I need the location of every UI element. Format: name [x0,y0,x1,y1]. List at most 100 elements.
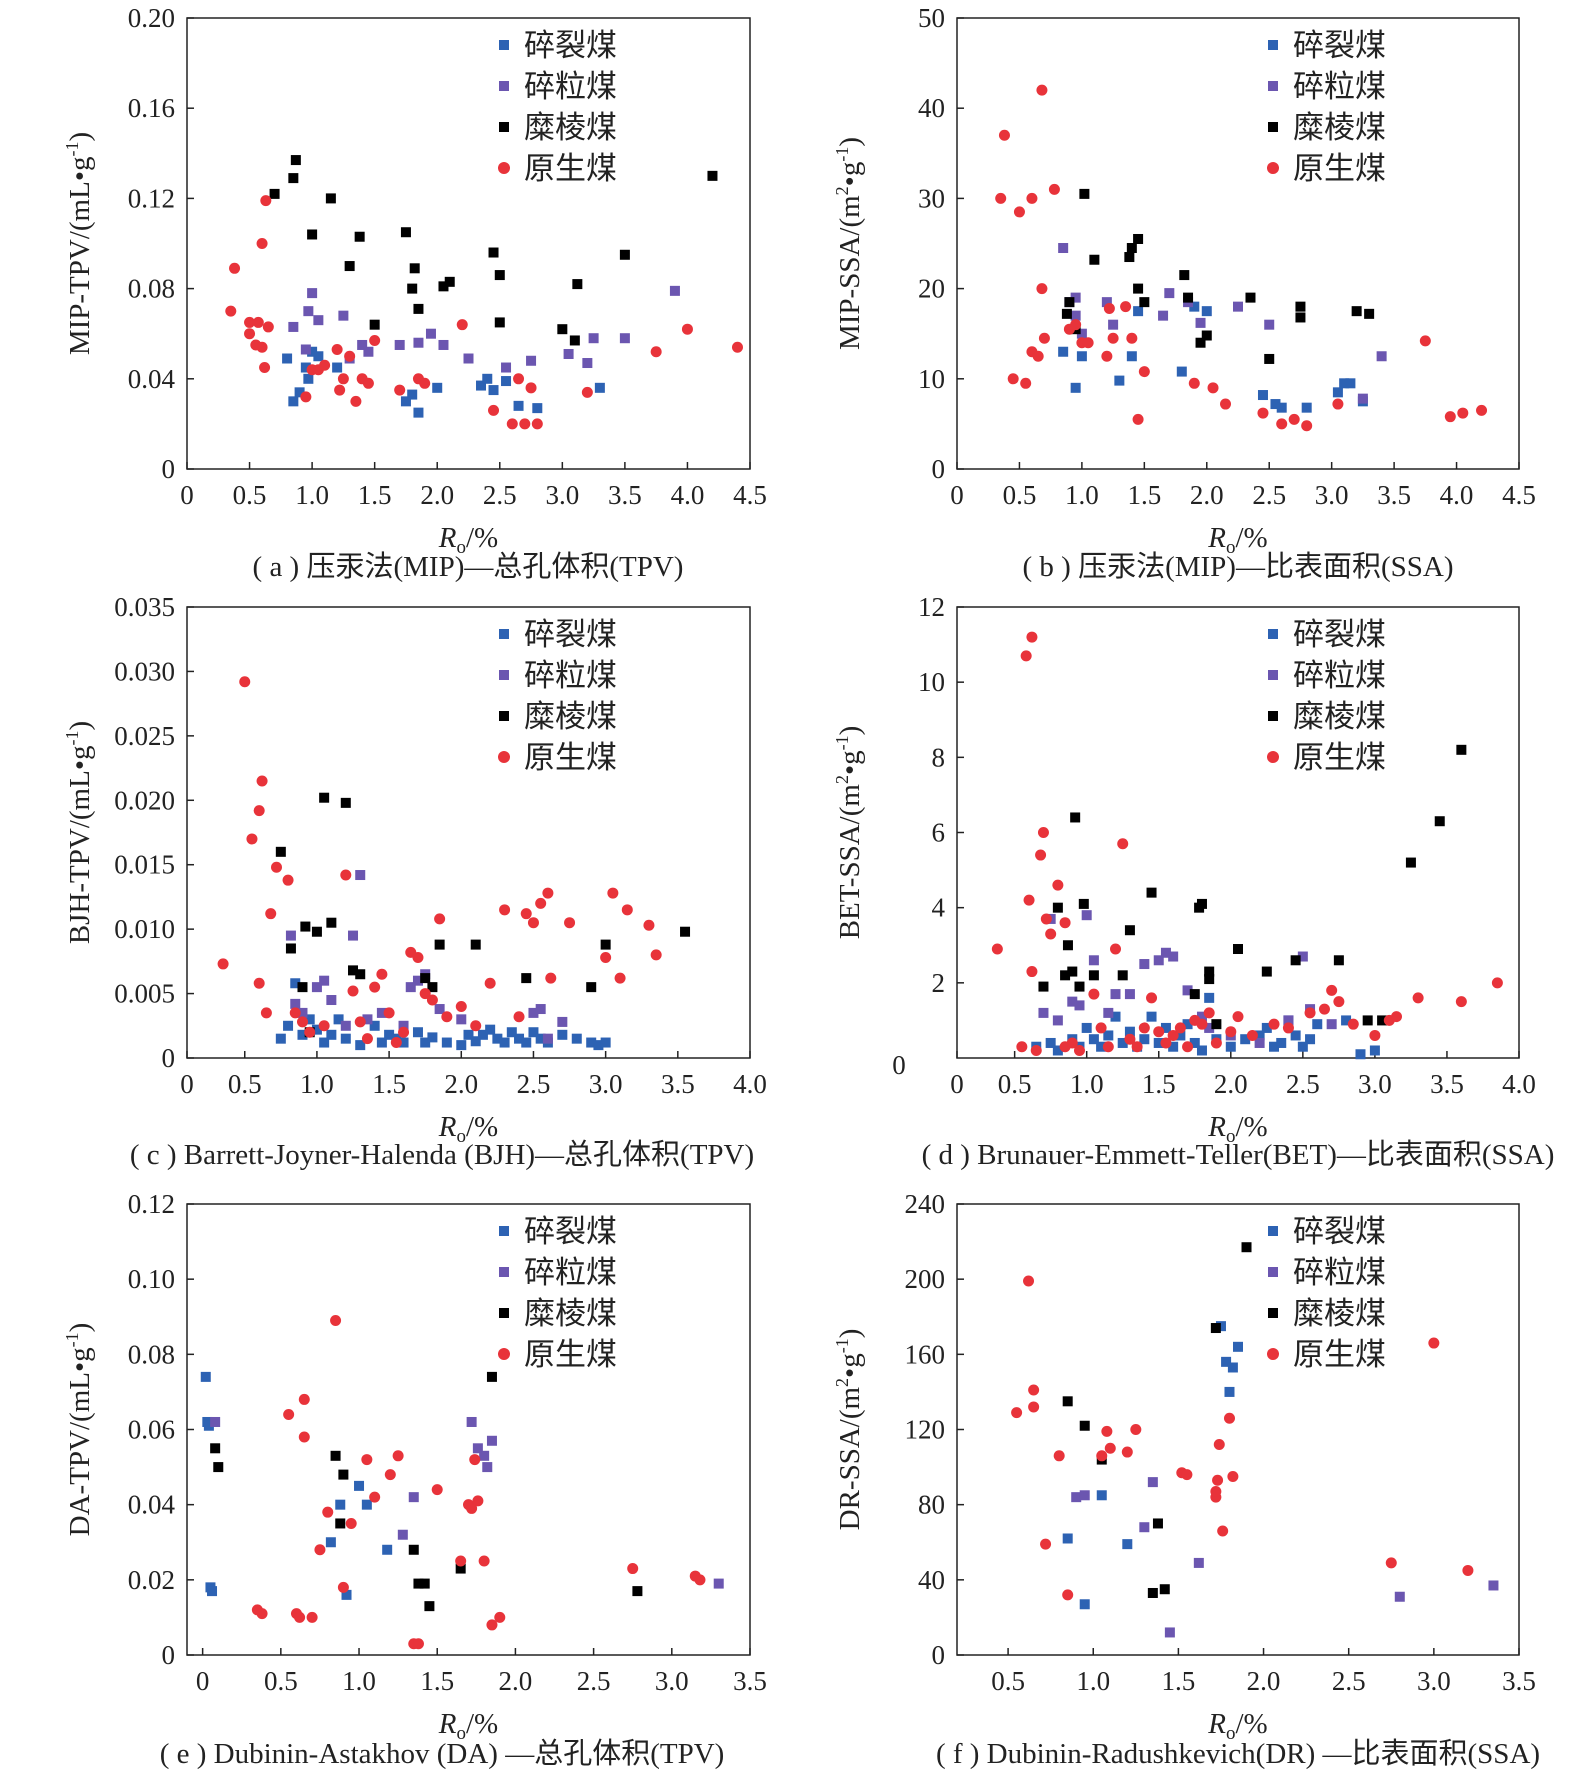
y-axis-label: DR-SSA/(m2•g-1) [832,1329,866,1531]
data-point [392,1450,404,1462]
x-axis-label: Ro/% [1207,1111,1267,1147]
data-point [434,1004,445,1015]
data-point [425,328,436,339]
data-point [335,1518,346,1529]
data-point [1225,1041,1236,1052]
data-point [1428,1337,1440,1349]
data-point [669,285,680,296]
data-point [319,792,330,803]
data-point [1196,1045,1207,1056]
x-tick-label: 2.5 [1286,1069,1320,1099]
data-point [1037,827,1049,838]
data-point [1181,1469,1193,1481]
data-point [1121,1446,1133,1458]
data-point [1455,996,1467,1008]
data-point [398,1026,410,1038]
data-point [1052,1045,1063,1056]
x-tick-label: 1.0 [300,1069,334,1099]
x-tick-label: 0 [180,480,194,510]
data-point [1066,1037,1078,1049]
data-point [482,373,493,384]
x-tick-label: 3.0 [1315,480,1349,510]
legend-marker [1268,81,1278,91]
data-point [1347,1018,1359,1030]
data-point [345,1517,357,1529]
data-point [1052,1015,1063,1026]
data-point [1257,390,1268,401]
data-point [362,1014,373,1025]
legend-marker [498,751,510,763]
data-point [1153,955,1164,966]
data-point [1038,332,1050,344]
data-point [1070,319,1082,331]
data-point [355,870,366,881]
data-point [311,1024,322,1035]
data-point [506,418,518,430]
data-point [1175,1030,1186,1041]
data-point [1189,1037,1200,1048]
data-point [1124,1033,1136,1045]
data-point [288,173,299,184]
x-tick-label: 2.0 [1214,1069,1248,1099]
y-tick-label: 0.06 [128,1415,175,1445]
data-point [318,1020,330,1032]
data-point [1210,1037,1222,1049]
data-point [298,1393,310,1405]
data-point [1007,373,1019,385]
data-point [1103,1030,1114,1041]
data-point [1217,1525,1229,1537]
data-point [1013,206,1025,218]
data-point [1133,283,1144,294]
y-tick-label: 0.02 [128,1565,175,1595]
x-axis-label: Ro/% [438,1708,498,1744]
data-point [1305,1034,1316,1045]
data-point [407,389,418,400]
data-point [1079,1490,1090,1501]
data-point [1133,306,1144,317]
data-point [492,1033,503,1044]
data-point [283,1020,294,1031]
data-point [1297,951,1308,962]
data-point [1351,306,1362,317]
data-point [413,407,424,418]
data-point [1203,1007,1215,1019]
y-tick-label: 0.04 [128,364,176,394]
data-point [1160,1037,1172,1049]
data-point [246,833,258,845]
y-tick-label: 160 [905,1339,946,1369]
data-point [252,316,264,328]
data-point [354,231,365,242]
data-point [499,904,511,916]
data-point [582,358,593,369]
data-point [1224,1386,1235,1397]
data-point [569,335,580,346]
data-point [1048,183,1060,195]
data-point [444,276,455,287]
data-point [528,1027,539,1038]
panel-caption: ( f ) Dubinin-Radushkevich(DR) —比表面积(SSA… [936,1737,1540,1770]
data-point [330,1315,342,1327]
data-point [290,998,301,1009]
data-point [1023,1275,1035,1287]
data-point [1126,243,1137,254]
panel-caption: ( c ) Barrett-Joyner-Halenda (BJH)—总孔体积(… [130,1138,754,1171]
data-point [621,904,633,916]
data-point [1070,812,1081,823]
data-point [1036,283,1048,295]
chart-panel-e: 0 0.5 1.0 1.5 2.0 2.5 3.0 3.5 0 0.02 0.04 0.06 0.08 0… [62,1189,767,1770]
data-point [1076,351,1087,362]
data-point [991,943,1003,955]
data-point [456,1014,467,1025]
series-0 [200,1371,393,1600]
data-point [330,1450,341,1461]
y-tick-label: 6 [932,818,946,848]
x-tick-label: 1.5 [372,1069,406,1099]
data-point [694,1574,706,1586]
data-point [1182,1019,1193,1030]
data-point [350,395,362,407]
legend-marker [499,629,509,639]
data-point [354,1016,366,1028]
legend-marker [1268,629,1278,639]
data-point [542,1033,553,1044]
chart-panel-a: 0 0.5 1.0 1.5 2.0 2.5 3.0 3.5 4.0 4.5 0 0.04 0.08 0.1… [62,3,767,583]
